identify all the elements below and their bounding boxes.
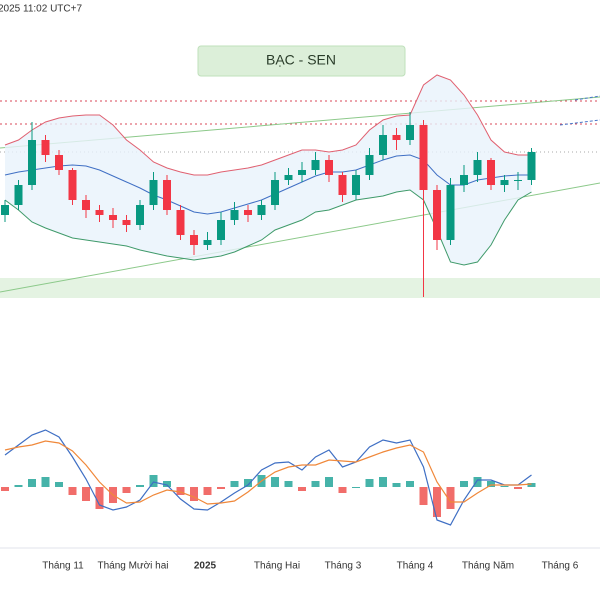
histogram-bar [392,483,401,487]
candle-body [433,190,441,240]
x-tick-label: Tháng Hai [254,561,300,572]
candle-body [379,135,387,155]
candle-body [284,175,293,180]
candle-body [325,160,333,175]
band-line [4,154,532,215]
candle-body [406,125,414,140]
histogram-bar [338,487,347,493]
histogram-bar [379,477,387,487]
histogram-bar [68,487,77,495]
histogram-bar [230,481,239,487]
candle-body [149,180,158,205]
histogram-bar [433,487,441,517]
histogram-bar [95,487,104,509]
candle-body [527,152,536,180]
candle-body [392,135,401,140]
candle-body [190,235,198,245]
projection-line [574,95,600,101]
x-tick-label: Tháng 6 [542,561,579,572]
histogram-bar [419,487,428,505]
histogram-bar [311,481,320,487]
support-zone [0,278,600,298]
candle-body [244,210,252,215]
chart-title: BẠC - SEN [266,52,336,68]
projection-line [559,119,600,126]
title-box [197,45,406,77]
candle-body [163,180,171,210]
candle-body [419,125,428,190]
histogram-bar [176,487,185,495]
candle-body [446,185,455,240]
histogram-bar [217,487,225,489]
histogram-bar [460,481,468,487]
x-tick-label: 2025 [194,561,217,572]
band-line [4,74,532,176]
histogram-bar [14,485,23,487]
histogram-bar [244,479,252,487]
band-line [4,189,532,266]
histogram-bar [271,477,279,487]
candle-body [1,205,9,215]
candle-body [176,210,185,235]
histogram-bar [149,475,158,487]
histogram-bar [446,487,455,509]
histogram-bar [352,487,360,488]
candle-body [500,180,509,185]
candle-body [271,180,279,205]
candle-body [460,175,468,185]
x-tick-label: Tháng Năm [462,561,514,572]
histogram-bar [500,486,509,487]
histogram-bar [514,487,522,489]
histogram-bar [365,479,374,487]
candle-body [82,200,90,210]
candle-body [365,155,374,175]
histogram-bar [190,487,198,501]
candle-body [298,170,306,175]
candle-body [352,175,360,195]
candle-body [203,240,212,245]
candle-body [257,205,266,215]
histogram-bar [473,477,482,487]
histogram-bar [298,487,306,491]
candle-body [136,205,144,225]
histogram-bar [203,487,212,495]
x-tick-label: Tháng 3 [325,561,362,572]
candle-body [473,160,482,175]
histogram-bar [41,477,50,487]
timestamp: 2025 11:02 UTC+7 [0,4,82,15]
x-tick-label: Tháng 4 [397,561,434,572]
candle-body [230,210,239,220]
histogram-bar [487,481,495,487]
candle-body [311,160,320,170]
x-tick-label: Tháng Mười hai [97,561,168,572]
candle-body [122,220,131,225]
candle-body [487,160,495,185]
macd-line [4,429,532,526]
histogram-bar [325,477,333,487]
histogram-bar [1,487,9,491]
histogram-bar [527,483,536,487]
candle-body [41,140,50,155]
x-tick-label: Tháng 11 [42,561,84,572]
histogram-bar [82,487,90,501]
histogram-bar [136,485,144,487]
candle-body [14,185,23,205]
candle-body [28,140,36,185]
candle-body [338,175,347,195]
histogram-bar [284,481,293,487]
macd-line [4,440,532,505]
candle-body [68,170,77,200]
histogram-bar [122,487,131,493]
candle-body [109,215,117,220]
candle-body [217,220,225,240]
histogram-bar [28,479,36,487]
candle-body [514,180,522,181]
histogram-bar [406,481,414,487]
candle-body [95,210,104,215]
histogram-bar [163,481,171,487]
histogram-bar [55,482,63,487]
candle-body [55,155,63,170]
